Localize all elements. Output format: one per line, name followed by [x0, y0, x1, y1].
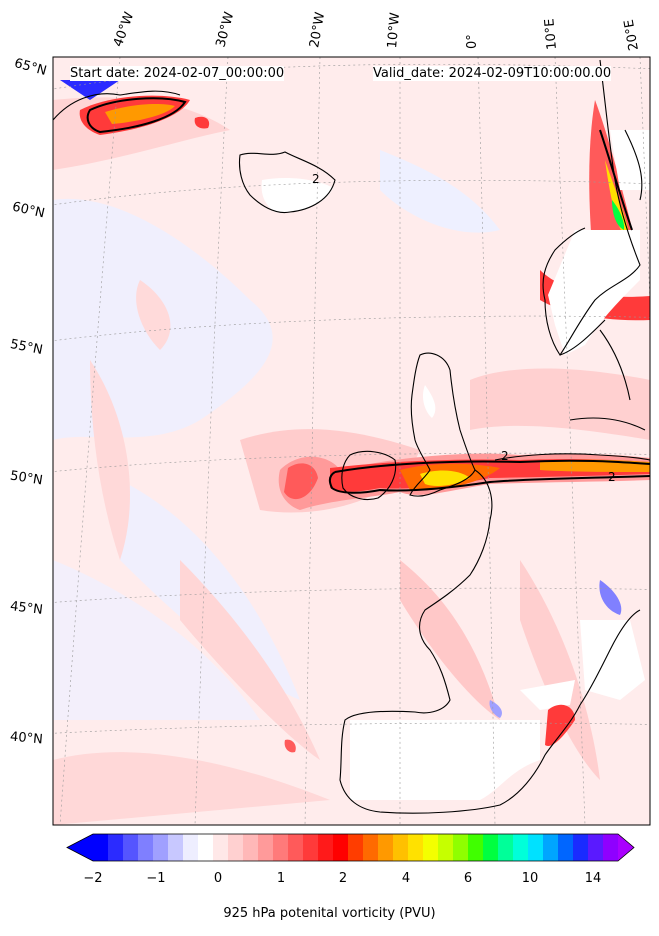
- graticule: [53, 57, 650, 825]
- colorbar-swatch: [438, 834, 454, 861]
- colorbar-swatch: [198, 834, 214, 861]
- colorbar-swatch: [183, 834, 199, 861]
- colorbar-swatch: [273, 834, 289, 861]
- lon-label-10e: 10°E: [542, 17, 560, 51]
- colorbar: [66, 833, 635, 862]
- valid-date-label: Valid_date: 2024-02-09T10:00:00.00: [373, 66, 612, 81]
- contour-label: 2: [501, 449, 509, 463]
- colorbar-swatch: [288, 834, 304, 861]
- colorbar-swatch: [468, 834, 484, 861]
- colorbar-swatch: [93, 834, 109, 861]
- contour-label: 2: [608, 470, 616, 484]
- colorbar-swatch: [408, 834, 424, 861]
- pv-contours: [86, 97, 650, 494]
- colorbar-tick: 2: [338, 871, 348, 886]
- colorbar-swatch: [303, 834, 319, 861]
- colorbar-swatch: [498, 834, 514, 861]
- colorbar-swatch: [453, 834, 469, 861]
- colorbar-label: 925 hPa potenital vorticity (PVU): [223, 906, 436, 921]
- colorbar-swatch: [528, 834, 544, 861]
- colorbar-swatch: [393, 834, 409, 861]
- colorbar-swatch: [348, 834, 364, 861]
- colorbar-tick: 14: [584, 871, 602, 886]
- colorbar-swatch: [243, 834, 259, 861]
- colorbar-outline: [66, 833, 635, 862]
- colorbar-swatch: [378, 834, 394, 861]
- pv-field: [53, 57, 650, 825]
- colorbar-swatch: [318, 834, 334, 861]
- colorbar-swatch: [588, 834, 604, 861]
- colorbar-swatch: [213, 834, 229, 861]
- colorbar-swatch: [558, 834, 574, 861]
- colorbar-under-arrow: [67, 834, 93, 861]
- contour-label: 2: [312, 172, 320, 186]
- colorbar-tick: 6: [463, 871, 473, 886]
- colorbar-tick: −2: [83, 871, 103, 886]
- colorbar-tick: 0: [213, 871, 223, 886]
- colorbar-tick: 4: [401, 871, 411, 886]
- colorbar-swatch: [573, 834, 589, 861]
- colorbar-swatch: [543, 834, 559, 861]
- colorbar-swatch: [228, 834, 244, 861]
- lon-label-0: 0°: [465, 34, 480, 49]
- map-frame: [52, 56, 651, 826]
- colorbar-swatch: [423, 834, 439, 861]
- colorbar-swatch: [363, 834, 379, 861]
- colorbar-swatch: [168, 834, 184, 861]
- colorbar-tick: 10: [521, 871, 539, 886]
- colorbar-swatch: [513, 834, 529, 861]
- colorbar-tick: 1: [276, 871, 286, 886]
- colorbar-swatch: [603, 834, 619, 861]
- colorbar-swatch: [123, 834, 139, 861]
- colorbar-swatch: [138, 834, 154, 861]
- start-date-label: Start date: 2024-02-07_00:00:00: [70, 66, 285, 81]
- lon-label-10w: 10°W: [385, 11, 404, 49]
- colorbar-swatch: [333, 834, 349, 861]
- colorbar-swatch: [108, 834, 124, 861]
- colorbar-swatch: [258, 834, 274, 861]
- colorbar-over-arrow: [618, 834, 634, 861]
- colorbar-tick: −1: [146, 871, 166, 886]
- colorbar-swatch: [153, 834, 169, 861]
- colorbar-swatch: [483, 834, 499, 861]
- lat-label-40n: 40°N: [9, 729, 44, 748]
